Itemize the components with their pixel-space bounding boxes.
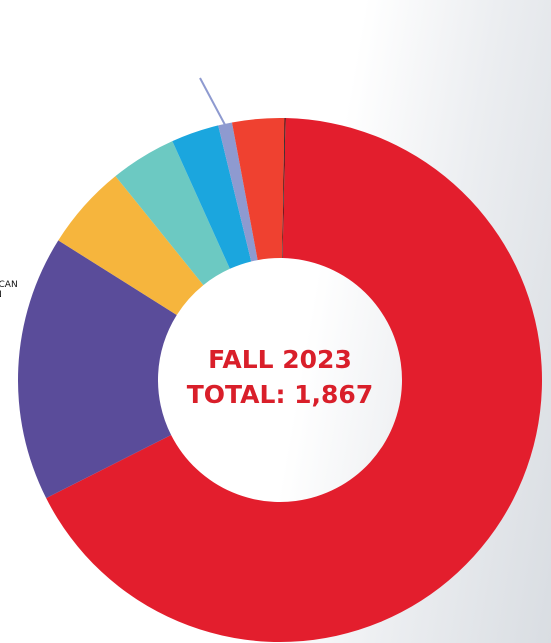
donut-slice bbox=[46, 118, 542, 642]
donut-slice bbox=[172, 125, 252, 269]
category-label: AMERICAN INDIAN bbox=[0, 280, 18, 300]
donut-slice bbox=[115, 141, 230, 286]
chart-title: FALL 2023 bbox=[208, 345, 352, 374]
donut-slice bbox=[218, 122, 258, 262]
leader-line bbox=[199, 77, 227, 127]
donut-slice bbox=[17, 240, 177, 499]
value-label: 1 bbox=[0, 300, 276, 328]
value-label: 60 bbox=[0, 3, 3, 21]
slice-label: UNKNOWN 60 bbox=[0, 4, 13, 555]
donut-slice bbox=[282, 118, 286, 259]
donut-slice bbox=[58, 176, 204, 315]
category-label: UNKNOWN bbox=[2, 3, 13, 53]
donut-slice bbox=[231, 118, 285, 261]
chart-subtitle: TOTAL: 1,867 bbox=[186, 380, 374, 409]
slice-label: AMERICAN INDIAN1 bbox=[0, 280, 276, 328]
